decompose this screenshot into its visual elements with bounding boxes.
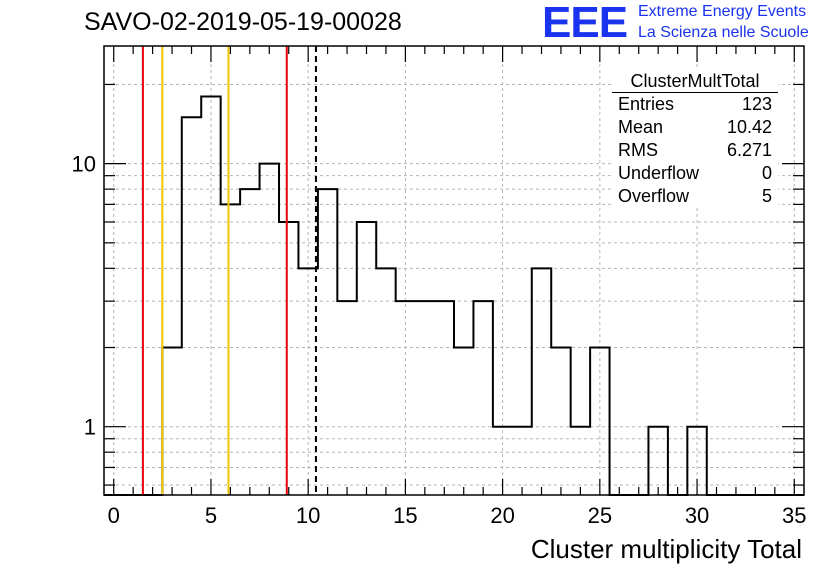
histogram-bin	[279, 222, 298, 495]
chart-title: SAVO-02-2019-05-19-00028	[84, 8, 402, 36]
histogram-bin	[221, 204, 240, 495]
histogram-bin	[454, 348, 473, 495]
y-tick-label: 1	[84, 415, 96, 440]
histogram-series	[104, 95, 804, 496]
histogram-bin	[357, 222, 376, 495]
x-tick-label: 5	[205, 503, 217, 528]
histogram-bin	[318, 189, 337, 495]
histogram-bin	[473, 301, 492, 495]
y-tick-label: 10	[72, 152, 96, 177]
histogram-bin	[376, 268, 395, 495]
logo-text-line2: La Scienza nelle Scuole	[638, 24, 809, 41]
x-tick-label: 30	[685, 503, 709, 528]
stats-label: Mean	[618, 117, 664, 137]
histogram-bin	[435, 301, 454, 495]
x-tick-label: 25	[588, 503, 612, 528]
stats-box: ClusterMultTotal Entries 123 Mean 10.42 …	[612, 70, 778, 208]
histogram-bin	[532, 268, 551, 495]
stats-value: 10.42	[726, 117, 772, 137]
x-tick-label: 15	[393, 503, 417, 528]
stats-value: 5	[761, 186, 772, 206]
stats-value: 0	[761, 163, 772, 183]
stats-label: Underflow	[618, 163, 700, 183]
histogram-bin	[240, 189, 259, 495]
stats-title: ClusterMultTotal	[612, 70, 778, 93]
histogram-bin	[260, 164, 279, 495]
logo-text-line1: Extreme Energy Events	[638, 3, 807, 20]
x-tick-label: 35	[782, 503, 806, 528]
stats-label: Entries	[618, 94, 675, 114]
x-tick-label: 10	[296, 503, 320, 528]
stats-label: Overflow	[618, 186, 690, 206]
histogram-bin	[551, 348, 570, 495]
histogram-bin	[512, 427, 531, 495]
stats-value: 123	[741, 94, 772, 114]
x-axis-label: Cluster multiplicity Total	[530, 534, 802, 564]
stats-row-rms: RMS 6.271	[612, 139, 778, 162]
x-tick-label: 20	[490, 503, 514, 528]
stats-value: 6.271	[726, 140, 772, 160]
stats-row-underflow: Underflow 0	[612, 162, 778, 185]
histogram-bin	[415, 301, 434, 495]
stats-label: RMS	[618, 140, 658, 160]
histogram-bin	[162, 348, 181, 495]
x-tick-label: 0	[108, 503, 120, 528]
stats-row-mean: Mean 10.42	[612, 116, 778, 139]
stats-row-overflow: Overflow 5	[612, 185, 778, 208]
histogram-bin	[337, 301, 356, 495]
stats-row-entries: Entries 123	[612, 93, 778, 116]
eee-logo: EEE	[542, 0, 628, 47]
plot-frame	[103, 45, 805, 496]
